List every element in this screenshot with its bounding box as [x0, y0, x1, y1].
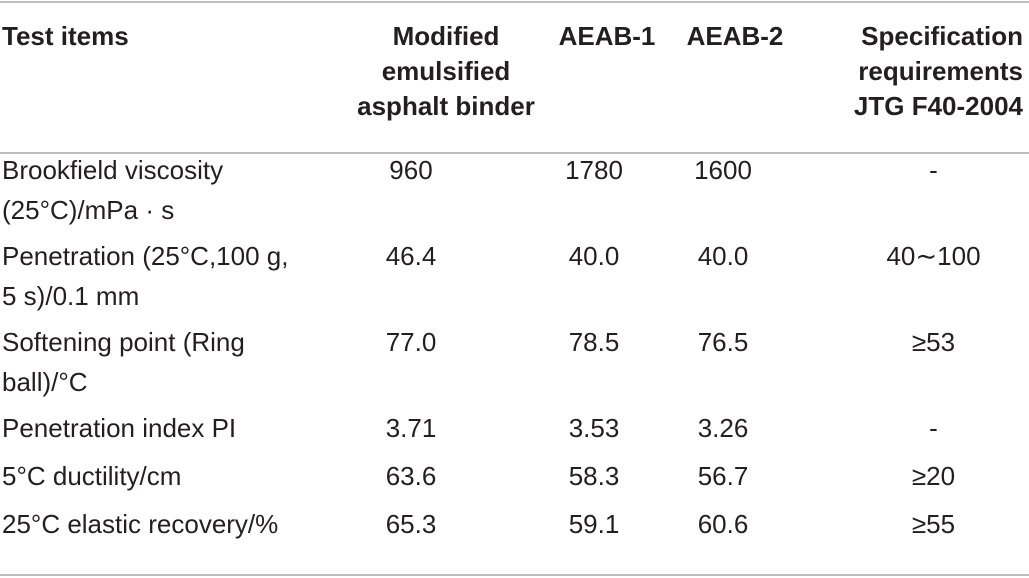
cell-aeab-2: 76.5 [697, 327, 749, 357]
table-row: 25°C elastic recovery/% 65.3 59.1 60.6 ≥… [0, 504, 1029, 552]
cell-test-item: 5°C ductility/cm [0, 456, 340, 504]
item-line: ball)/°C [2, 367, 88, 397]
cell-test-item: Penetration (25°C,100 g, 5 s)/0.1 mm [0, 236, 340, 322]
cell-spec: ≥20 [911, 461, 956, 491]
cell-spec: 40∼100 [886, 241, 981, 271]
header-line: emulsified [381, 56, 511, 86]
table-header-rule [0, 152, 1029, 154]
cell-modified: 77.0 [385, 327, 437, 357]
cell-test-item: Penetration index PI [0, 408, 340, 456]
item-line: Penetration index PI [2, 413, 237, 443]
table-row: Penetration index PI 3.71 3.53 3.26 - [0, 408, 1029, 456]
cell-test-item: Brookfield viscosity (25°C)/mPa · s [0, 136, 340, 236]
table-row: Penetration (25°C,100 g, 5 s)/0.1 mm 46.… [0, 236, 1029, 322]
cell-aeab-1: 1780 [565, 155, 623, 185]
cell-spec: - [929, 155, 938, 185]
cell-spec: ≥55 [911, 509, 956, 539]
cell-modified: 65.3 [385, 509, 437, 539]
table-row: Brookfield viscosity (25°C)/mPa · s 960 … [0, 136, 1029, 236]
header-modified-binder: Modified emulsified asphalt binder [340, 3, 552, 136]
header-line: AEAB-1 [558, 21, 656, 51]
cell-modified: 3.71 [385, 413, 437, 443]
cell-aeab-1: 3.53 [568, 413, 620, 443]
cell-spec: - [929, 413, 938, 443]
item-line: (25°C)/mPa · s [2, 195, 175, 225]
table-top-rule [0, 1, 1029, 3]
header-line: JTG F40-2004 [853, 91, 1023, 121]
cell-test-item: 25°C elastic recovery/% [0, 504, 340, 552]
cell-aeab-2: 3.26 [697, 413, 749, 443]
item-line: 25°C elastic recovery/% [2, 509, 279, 539]
header-line: AEAB-2 [686, 21, 784, 51]
table-body: Brookfield viscosity (25°C)/mPa · s 960 … [0, 136, 1029, 552]
cell-spec: ≥53 [911, 327, 956, 357]
header-line: asphalt binder [357, 91, 535, 121]
cell-aeab-1: 78.5 [568, 327, 620, 357]
header-aeab-1: AEAB-1 [552, 3, 676, 136]
cell-aeab-1: 59.1 [568, 509, 620, 539]
header-row: Test items Modified emulsified asphalt b… [0, 3, 1029, 136]
cell-modified: 63.6 [385, 461, 437, 491]
header-specification: Specification requirements JTG F40-2004 [816, 3, 1029, 136]
item-line: Softening point (Ring [2, 327, 245, 357]
cell-test-item: Softening point (Ring ball)/°C [0, 322, 340, 408]
cell-modified: 46.4 [385, 241, 437, 271]
header-line: Test items [2, 21, 129, 51]
table-bottom-rule [0, 574, 1029, 576]
cell-aeab-1: 40.0 [568, 241, 620, 271]
header-line: Modified [392, 21, 500, 51]
item-line: Brookfield viscosity [2, 155, 224, 185]
header-test-items: Test items [0, 3, 340, 136]
properties-table: Test items Modified emulsified asphalt b… [0, 3, 1029, 552]
cell-aeab-2: 60.6 [697, 509, 749, 539]
table-row: Softening point (Ring ball)/°C 77.0 78.5… [0, 322, 1029, 408]
table-header: Test items Modified emulsified asphalt b… [0, 3, 1029, 136]
cell-aeab-1: 58.3 [568, 461, 620, 491]
header-line: requirements [858, 56, 1023, 86]
header-line: Specification [861, 21, 1023, 51]
cell-aeab-2: 40.0 [697, 241, 749, 271]
table-row: 5°C ductility/cm 63.6 58.3 56.7 ≥20 [0, 456, 1029, 504]
item-line: 5°C ductility/cm [2, 461, 182, 491]
item-line: 5 s)/0.1 mm [2, 281, 140, 311]
cell-aeab-2: 1600 [694, 155, 752, 185]
header-aeab-2: AEAB-2 [676, 3, 816, 136]
cell-aeab-2: 56.7 [697, 461, 749, 491]
item-line: Penetration (25°C,100 g, [2, 241, 289, 271]
cell-modified: 960 [389, 155, 433, 185]
